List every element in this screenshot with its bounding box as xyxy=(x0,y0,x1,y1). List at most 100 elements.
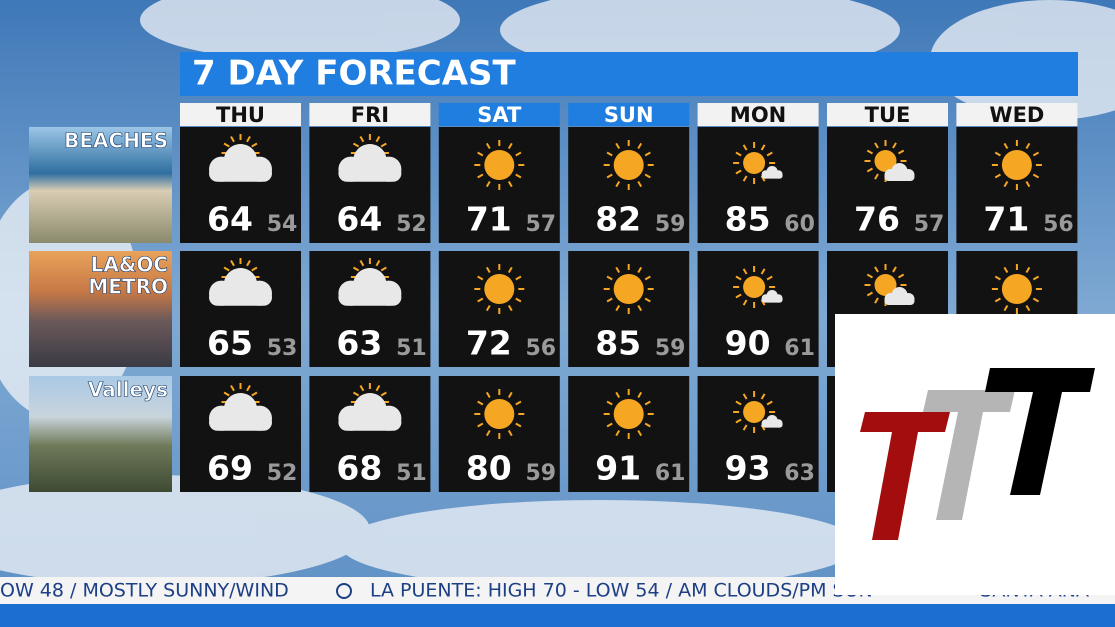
sun-ray xyxy=(742,144,748,151)
sun-ray xyxy=(507,429,513,437)
sun-ray xyxy=(742,268,748,275)
high-temp: 91 xyxy=(595,449,641,488)
low-temp: 61 xyxy=(784,336,815,361)
sun-ray xyxy=(637,429,643,437)
day-label: SUN xyxy=(604,103,654,127)
sun-ray xyxy=(515,297,522,303)
weather-icon xyxy=(209,134,272,182)
sun-ray xyxy=(766,275,773,281)
weather-icon xyxy=(209,258,272,306)
ticker-text: OW 48 / MOSTLY SUNNY/WIND xyxy=(0,580,289,602)
high-temp: 63 xyxy=(336,324,382,363)
sun-ray xyxy=(515,275,522,281)
sun xyxy=(743,152,766,174)
sun-ray xyxy=(375,136,381,143)
sun-ray xyxy=(515,151,522,157)
sun-ray xyxy=(1032,151,1040,157)
sun-ray xyxy=(606,173,613,179)
sun-ray xyxy=(251,142,258,148)
sun-ray xyxy=(606,422,613,428)
sun-ray xyxy=(507,391,513,399)
sun-ray xyxy=(615,266,621,274)
sun-ray xyxy=(735,151,742,157)
sun-ray xyxy=(507,266,513,274)
sun-ray xyxy=(1003,266,1009,274)
sun-ray xyxy=(485,429,491,437)
sun-ray xyxy=(251,266,258,272)
weather-icon xyxy=(338,258,402,306)
sun-ray xyxy=(352,391,360,397)
region-label: Valleys xyxy=(88,378,168,402)
sun-ray xyxy=(637,142,643,150)
forecast-cell xyxy=(827,127,948,243)
sun-ray xyxy=(375,385,381,392)
low-temp: 53 xyxy=(267,336,298,361)
day-header xyxy=(568,103,690,126)
cloud-part xyxy=(338,414,402,431)
sun-ray xyxy=(246,136,251,143)
sun-ray xyxy=(615,142,621,150)
sun-ray xyxy=(637,304,643,312)
sun-ray xyxy=(742,299,748,306)
sun-ray xyxy=(485,142,491,150)
sun-ray xyxy=(246,385,251,392)
high-temp: 76 xyxy=(854,200,900,239)
sun-ray xyxy=(477,422,484,428)
sun-ray xyxy=(606,297,613,303)
sun xyxy=(613,274,644,304)
sun-ray xyxy=(644,422,651,428)
high-temp: 72 xyxy=(466,324,512,363)
sun-ray xyxy=(994,297,1001,303)
sun-ray xyxy=(897,149,905,155)
sun-ray xyxy=(515,422,522,428)
cloud-part xyxy=(209,414,272,431)
region-image xyxy=(29,251,172,367)
forecast-cell xyxy=(697,251,819,367)
day-label: FRI xyxy=(351,103,389,127)
high-temp: 68 xyxy=(336,449,382,488)
sun-ray xyxy=(352,266,360,272)
sun-ray xyxy=(515,173,522,179)
sun-ray xyxy=(897,273,905,279)
sun-ray xyxy=(615,391,621,399)
sun-ray xyxy=(1003,304,1009,312)
cloud-part xyxy=(338,289,402,306)
sun-ray xyxy=(380,266,387,272)
sun-ray xyxy=(637,180,643,188)
sun-ray xyxy=(230,385,235,392)
cloud-part xyxy=(761,297,783,303)
sun-ray xyxy=(1003,142,1009,150)
sun-ray xyxy=(485,266,491,274)
sun-ray xyxy=(644,400,651,406)
sun-ray xyxy=(223,266,230,272)
sun-ray xyxy=(892,142,897,149)
ticker-dot xyxy=(336,583,352,599)
ticker-text: LA PUENTE: HIGH 70 - LOW 54 / AM CLOUDS/… xyxy=(370,580,873,602)
ticker-base xyxy=(0,604,1115,627)
weather-icon xyxy=(864,264,915,306)
sun-ray xyxy=(874,297,879,304)
sun-ray xyxy=(735,400,742,406)
sun-ray xyxy=(352,142,360,148)
high-temp: 69 xyxy=(207,449,253,488)
day-label: WED xyxy=(989,103,1044,127)
sun xyxy=(874,274,897,296)
day-label: MON xyxy=(730,103,786,127)
day-header xyxy=(309,103,431,126)
high-temp: 65 xyxy=(207,324,253,363)
weather-icon xyxy=(991,140,1042,190)
sun xyxy=(613,399,644,429)
sun-ray xyxy=(760,393,766,400)
sun-ray xyxy=(507,304,513,312)
low-temp: 52 xyxy=(396,212,427,237)
high-temp: 85 xyxy=(595,324,641,363)
weather-icon xyxy=(338,383,402,431)
sun-ray xyxy=(874,173,879,180)
sun-ray xyxy=(477,173,484,179)
low-temp: 51 xyxy=(396,336,427,361)
sun-ray xyxy=(230,136,235,143)
sun-ray xyxy=(644,173,651,179)
day-header xyxy=(827,103,948,126)
weather-icon xyxy=(338,134,402,182)
sun-ray xyxy=(735,418,742,424)
